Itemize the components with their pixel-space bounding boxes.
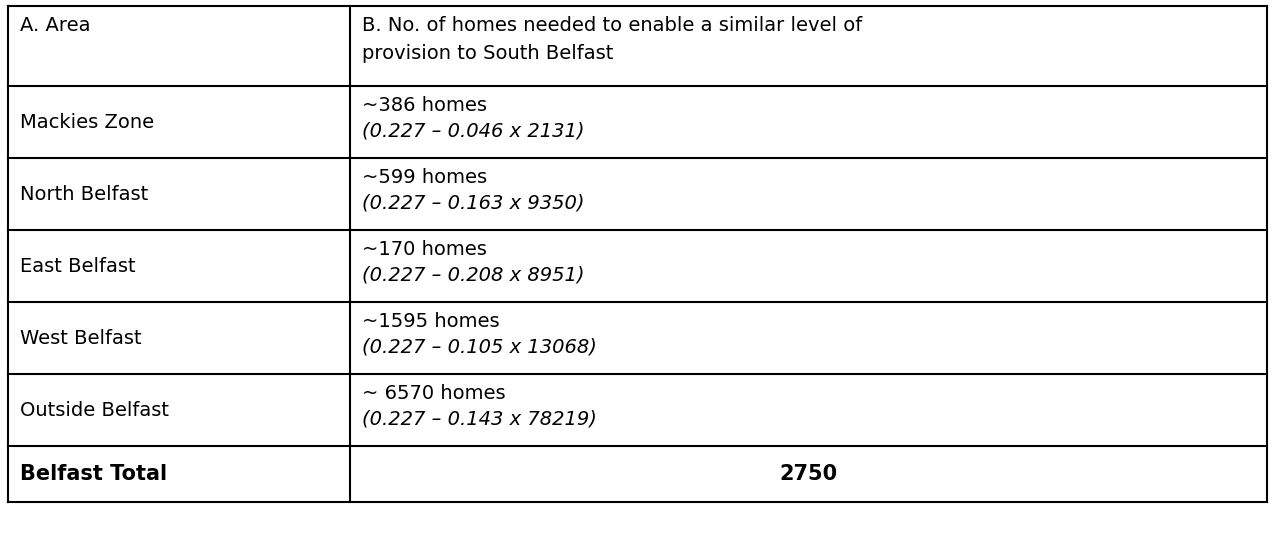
Text: Outside Belfast: Outside Belfast — [20, 401, 170, 419]
Text: (0.227 – 0.208 x 8951): (0.227 – 0.208 x 8951) — [362, 265, 585, 284]
Text: ~170 homes: ~170 homes — [362, 240, 487, 259]
Text: (0.227 – 0.046 x 2131): (0.227 – 0.046 x 2131) — [362, 121, 585, 140]
Text: ~ 6570 homes: ~ 6570 homes — [362, 384, 506, 403]
Text: North Belfast: North Belfast — [20, 184, 148, 203]
Text: (0.227 – 0.105 x 13068): (0.227 – 0.105 x 13068) — [362, 337, 597, 356]
Text: West Belfast: West Belfast — [20, 329, 142, 347]
Text: A. Area: A. Area — [20, 16, 91, 35]
Text: ~1595 homes: ~1595 homes — [362, 312, 500, 331]
Text: ~386 homes: ~386 homes — [362, 96, 487, 115]
Text: B. No. of homes needed to enable a similar level of
provision to South Belfast: B. No. of homes needed to enable a simil… — [362, 16, 863, 63]
Text: East Belfast: East Belfast — [20, 257, 135, 275]
Text: (0.227 – 0.163 x 9350): (0.227 – 0.163 x 9350) — [362, 193, 585, 212]
Text: ~599 homes: ~599 homes — [362, 168, 487, 187]
Text: Mackies Zone: Mackies Zone — [20, 112, 154, 131]
Text: (0.227 – 0.143 x 78219): (0.227 – 0.143 x 78219) — [362, 409, 597, 428]
Text: Belfast Total: Belfast Total — [20, 464, 167, 484]
Text: 2750: 2750 — [779, 464, 838, 484]
